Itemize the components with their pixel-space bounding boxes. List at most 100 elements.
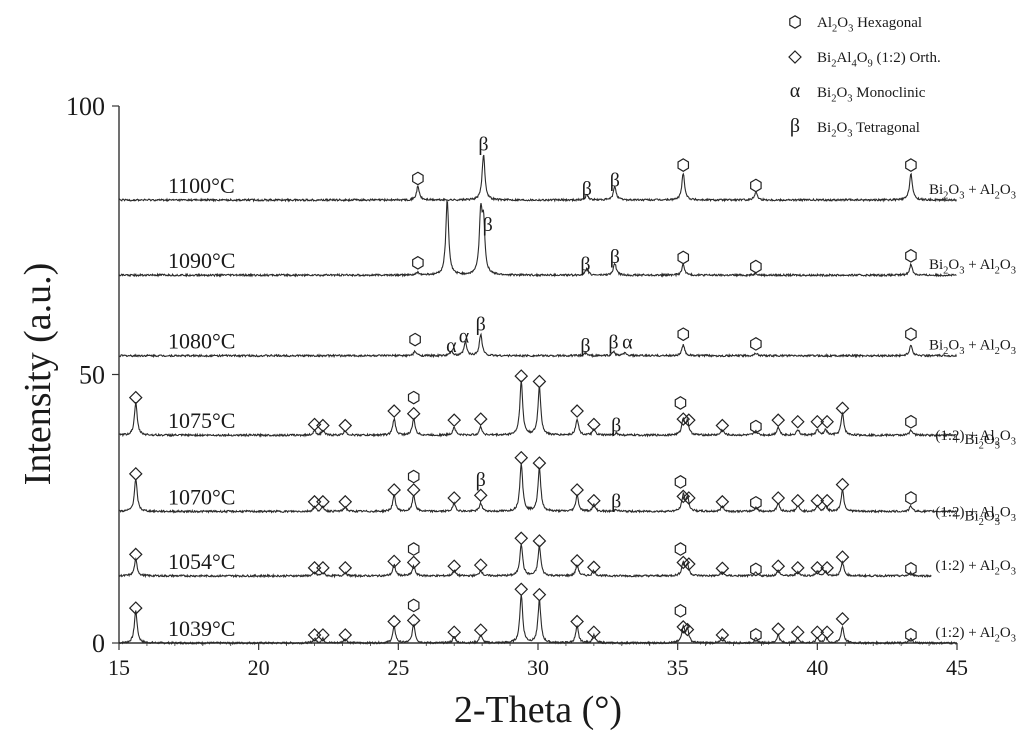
hexagon-marker: [905, 414, 917, 429]
hexagon-marker: [677, 158, 690, 172]
diamond-marker: [835, 401, 850, 416]
series-label: 1070°C: [168, 484, 235, 509]
diamond-marker: [338, 418, 353, 433]
alpha-marker: α: [459, 325, 470, 347]
diamond-marker: [715, 418, 730, 433]
diamond-marker: [771, 622, 786, 636]
hexagon-marker: [905, 327, 917, 342]
beta-marker: β: [611, 414, 621, 436]
diamond-marker: [307, 417, 322, 432]
diamond-marker: [790, 625, 805, 640]
diamond-marker: [128, 390, 143, 405]
phase-label: (1:2) + Al2O3: [935, 558, 1016, 578]
diamond-marker: [532, 456, 547, 470]
x-tick-label: 30: [527, 655, 549, 680]
beta-marker: β: [610, 246, 620, 268]
diamond-marker: [128, 466, 143, 481]
diamond-marker: [570, 404, 584, 418]
diamond-marker: [570, 614, 584, 629]
hexagon-marker: [905, 561, 917, 576]
series-label: 1075°C: [168, 408, 235, 433]
diamond-marker: [447, 625, 462, 640]
diamond-marker: [406, 483, 421, 497]
diamond-marker: [771, 559, 786, 574]
legend-entry: Bi2O3 Monoclinic: [817, 85, 926, 105]
diamond-marker: [473, 623, 488, 637]
diamond-marker: [406, 555, 421, 570]
diamond-marker: [338, 628, 353, 642]
diamond-marker: [820, 414, 834, 429]
diamond-marker: [514, 531, 529, 546]
x-tick-label: 40: [806, 655, 828, 680]
hexagon-marker: [412, 255, 424, 270]
diamond-marker: [128, 601, 143, 615]
alpha-marker: α: [446, 335, 457, 357]
legend-entry: Al2O3 Hexagonal: [817, 15, 922, 35]
hexagon-marker: [674, 396, 687, 410]
diamond-marker: [387, 483, 401, 497]
diamond-marker: [820, 560, 834, 575]
legend: Al2O3 Hexagonal Bi2Al4O9 (1:2) Orth. α Bi2O…: [788, 15, 941, 140]
diamond-marker: [810, 560, 825, 575]
alpha-marker: α: [790, 80, 801, 102]
diamond-marker: [570, 553, 584, 568]
hexagon-marker: [674, 542, 687, 556]
hexagon-marker: [677, 250, 690, 265]
diamond-marker: [128, 547, 143, 562]
diamond-marker: [790, 414, 805, 429]
series-label: 1054°C: [168, 549, 235, 574]
hexagon-marker: [905, 491, 917, 505]
diamond-marker: [680, 622, 695, 637]
diamond-marker: [790, 493, 805, 508]
diamond-marker: [387, 554, 401, 569]
diamond-marker: [681, 557, 696, 571]
hexagon-marker: [412, 171, 424, 186]
beta-marker: β: [582, 178, 592, 200]
diamond-marker: [338, 560, 353, 575]
hexagon-marker: [407, 390, 420, 405]
hexagon-marker: [750, 628, 762, 642]
x-axis-label: 2-Theta (°): [454, 689, 622, 731]
phase-label: (1:2) + Al2O3: [935, 625, 1016, 645]
diamond-marker: [820, 493, 834, 508]
diamond-marker: [447, 413, 462, 427]
x-tick-label: 35: [667, 655, 689, 680]
diamond-marker: [788, 50, 802, 64]
y-tick-label: 50: [79, 361, 105, 390]
diamond-marker: [447, 559, 462, 574]
diamond-marker: [810, 493, 825, 508]
diamond-marker: [771, 491, 786, 505]
phase-label: (1:2) + Al2O3: [935, 504, 1016, 524]
y-tick-label: 0: [92, 629, 105, 658]
diamond-marker: [681, 491, 696, 505]
hexagon-marker: [750, 336, 762, 351]
beta-marker: β: [610, 170, 620, 192]
diamond-marker: [715, 561, 730, 576]
diamond-marker: [473, 558, 488, 572]
hexagon-marker: [409, 332, 421, 347]
hexagon-marker: [905, 158, 917, 172]
hexagon-marker: [789, 15, 801, 29]
legend-entry: Bi2Al4O9 (1:2) Orth.: [817, 50, 941, 70]
phase-label: Bi2O3 + Al2O3: [929, 257, 1016, 277]
x-tick-label: 15: [108, 655, 130, 680]
diamond-marker: [406, 406, 421, 421]
beta-marker: β: [608, 332, 618, 354]
hexagon-marker: [905, 248, 917, 263]
xrd-trace: [118, 154, 957, 203]
beta-marker: β: [476, 313, 486, 335]
x-tick-label: 25: [387, 655, 409, 680]
hexagon-marker: [750, 178, 762, 193]
alpha-marker: α: [622, 332, 633, 354]
series-label: 1039°C: [168, 616, 235, 641]
hexagon-marker: [750, 259, 762, 274]
diamond-marker: [532, 587, 547, 602]
hexagon-marker: [677, 327, 690, 342]
series-labels: 1039°C (1:2) + Al2O3 1054°C (1:2) + Al2O3 10…: [168, 173, 1016, 645]
diamond-marker: [387, 614, 401, 629]
phase-label: Bi2O3 + Al2O3: [929, 338, 1016, 358]
diamond-marker: [810, 625, 825, 640]
legend-entry: Bi2O3 Tetragonal: [817, 120, 920, 140]
diamond-marker: [676, 620, 691, 634]
phase-label: Bi2O3 + Al2O3: [929, 182, 1016, 202]
